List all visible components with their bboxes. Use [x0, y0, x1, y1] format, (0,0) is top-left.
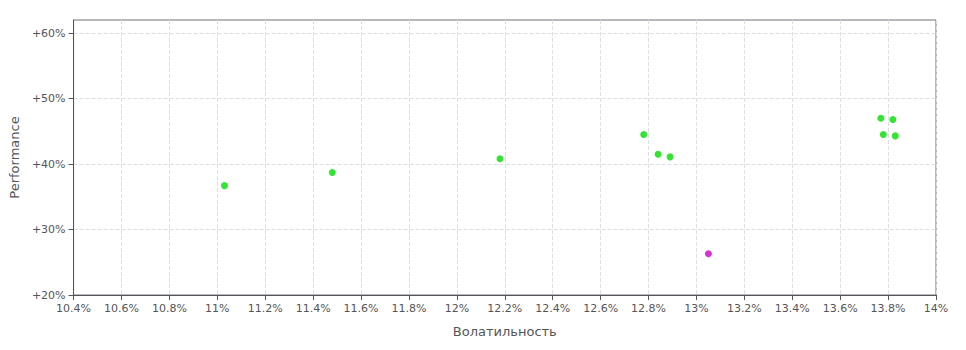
svg-text:11%: 11% [205, 302, 229, 315]
svg-text:10.6%: 10.6% [104, 302, 139, 315]
svg-text:Performance: Performance [7, 116, 22, 198]
svg-text:11.4%: 11.4% [296, 302, 331, 315]
svg-text:11.2%: 11.2% [248, 302, 283, 315]
svg-text:14%: 14% [924, 302, 948, 315]
svg-text:+50%: +50% [32, 92, 66, 105]
svg-text:+20%: +20% [32, 289, 66, 302]
svg-text:11.8%: 11.8% [391, 302, 426, 315]
svg-text:13%: 13% [684, 302, 708, 315]
svg-text:+30%: +30% [32, 223, 66, 236]
svg-text:12.6%: 12.6% [583, 302, 618, 315]
svg-text:12.4%: 12.4% [535, 302, 570, 315]
svg-text:13.2%: 13.2% [727, 302, 762, 315]
svg-text:+40%: +40% [32, 158, 66, 171]
svg-text:12%: 12% [445, 302, 469, 315]
svg-text:13.8%: 13.8% [871, 302, 906, 315]
svg-text:Волатильность: Волатильность [453, 324, 557, 339]
svg-text:11.6%: 11.6% [344, 302, 379, 315]
svg-text:13.6%: 13.6% [823, 302, 858, 315]
svg-text:+60%: +60% [32, 27, 66, 40]
svg-text:10.8%: 10.8% [152, 302, 187, 315]
svg-text:10.4%: 10.4% [56, 302, 91, 315]
svg-text:13.4%: 13.4% [775, 302, 810, 315]
svg-text:12.2%: 12.2% [487, 302, 522, 315]
svg-text:12.8%: 12.8% [631, 302, 666, 315]
